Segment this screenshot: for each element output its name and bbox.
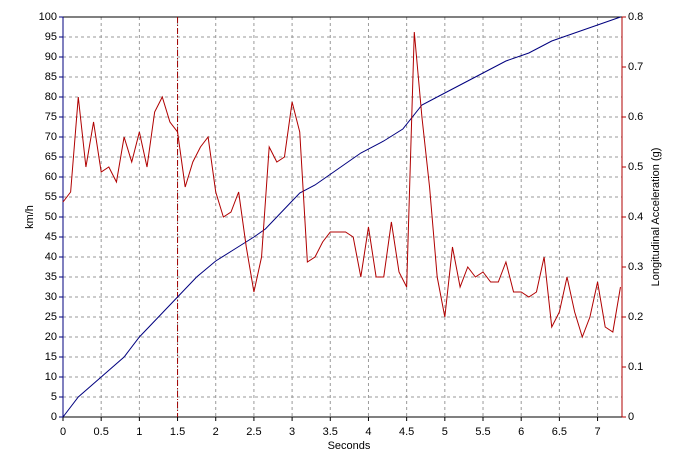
y-tick-label: 65: [45, 151, 57, 163]
plot-area: [63, 17, 622, 417]
y2-tick-label: 0.3: [628, 261, 643, 273]
y-tick-label: 85: [45, 71, 57, 83]
y2-tick-label: 0.4: [628, 211, 643, 223]
x-tick-label: 1: [136, 426, 142, 438]
y2-tick-label: 0.7: [628, 61, 643, 73]
x-tick-label: 1.5: [170, 426, 185, 438]
x-axis-title: Seconds: [328, 440, 371, 452]
x-tick-label: 4.5: [399, 426, 414, 438]
y-tick-label: 0: [51, 411, 57, 423]
x-tick-label: 3: [289, 426, 295, 438]
y-tick-label: 5: [51, 391, 57, 403]
y2-tick-label: 0.6: [628, 111, 643, 123]
y-tick-label: 15: [45, 351, 57, 363]
y-tick-label: 30: [45, 291, 57, 303]
x-tick-label: 5.5: [475, 426, 490, 438]
x-tick-label: 6: [518, 426, 524, 438]
y-tick-label: 35: [45, 271, 57, 283]
x-tick-label: 3.5: [323, 426, 338, 438]
y-tick-label: 95: [45, 31, 57, 43]
y2-tick-label: 0.2: [628, 311, 643, 323]
y2-tick-label: 0.5: [628, 161, 643, 173]
data-line: [62, 31, 621, 339]
y-tick-label: 10: [45, 371, 57, 383]
y-tick-label: 45: [45, 231, 57, 243]
x-tick-label: 4: [365, 426, 371, 438]
x-tick-label: 0: [60, 426, 66, 438]
y-tick-label: 75: [45, 111, 57, 123]
y2-tick-label: 0: [628, 411, 634, 423]
y-tick-label: 50: [45, 211, 57, 223]
y-tick-label: 60: [45, 171, 57, 183]
x-tick-label: 2.5: [246, 426, 261, 438]
y2-axis-title: Longitudinal Acceleration (g): [650, 148, 662, 287]
y2-tick-label: 0.1: [628, 361, 643, 373]
y-tick-label: 20: [45, 331, 57, 343]
y2-tick-label: 0.8: [628, 11, 643, 23]
x-tick-label: 2: [213, 426, 219, 438]
y-tick-label: 25: [45, 311, 57, 323]
x-tick-label: 0.5: [94, 426, 109, 438]
x-tick-label: 7: [595, 426, 601, 438]
y-tick-label: 80: [45, 91, 57, 103]
y-tick-label: 70: [45, 131, 57, 143]
y-tick-label: 100: [39, 11, 57, 23]
y-tick-label: 90: [45, 51, 57, 63]
y-tick-label: 55: [45, 191, 57, 203]
x-tick-label: 5: [442, 426, 448, 438]
y-tick-label: 40: [45, 251, 57, 263]
data-line: [62, 16, 621, 418]
y-axis-title: km/h: [24, 205, 36, 229]
x-tick-label: 6.5: [552, 426, 567, 438]
